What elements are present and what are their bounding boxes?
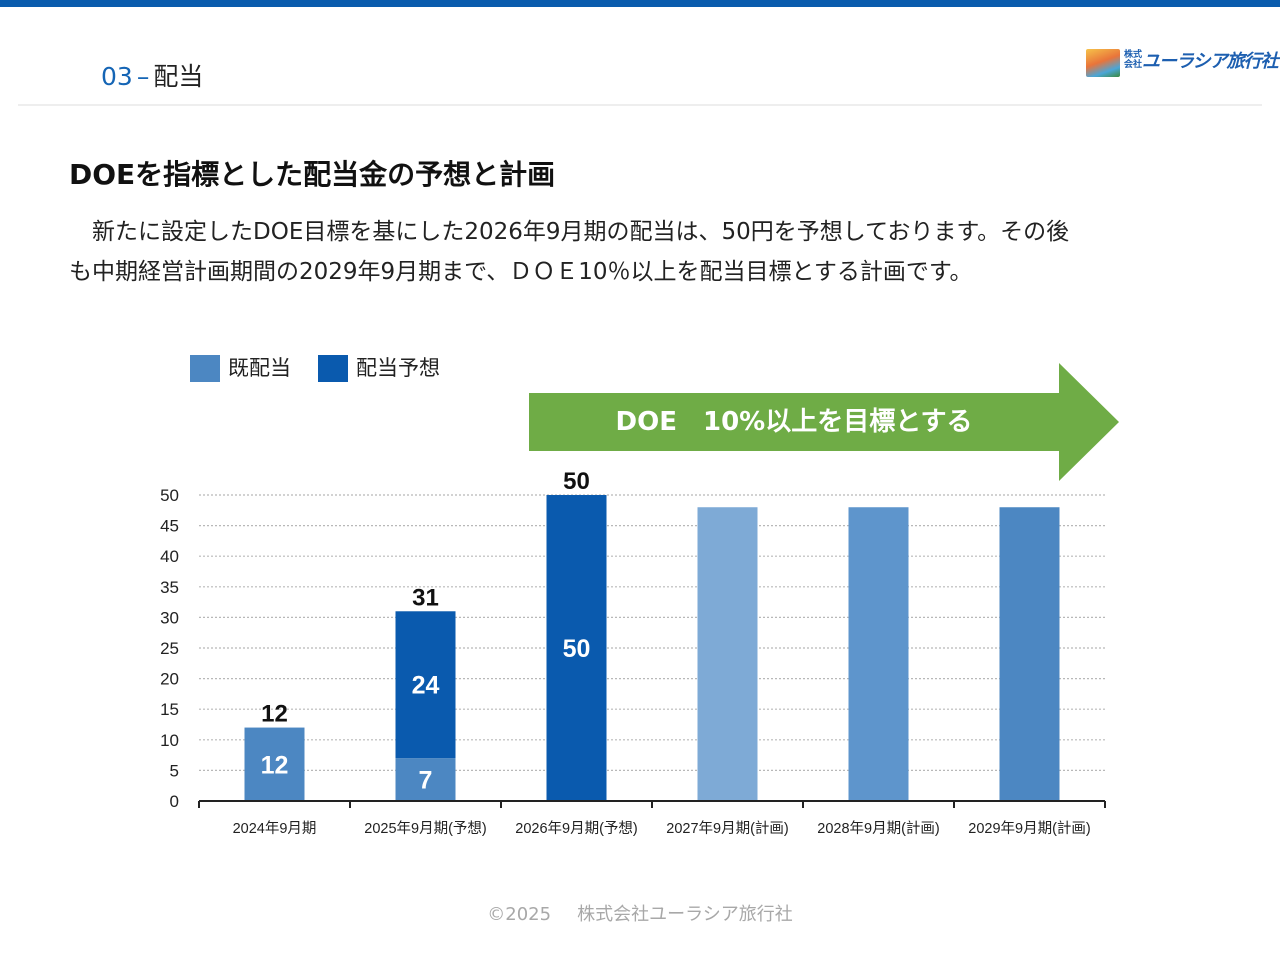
footer-company: 株式会社ユーラシア旅行社 xyxy=(577,904,793,925)
x-category-label: 2027年9月期(計画) xyxy=(666,820,788,837)
y-tick-label: 10 xyxy=(160,731,179,750)
y-tick-label: 45 xyxy=(160,517,179,536)
x-category-label: 2024年9月期 xyxy=(233,820,317,837)
logo-prefix-bottom: 会社 xyxy=(1124,60,1143,70)
description-line-1: 新たに設定したDOE目標を基にした2026年9月期の配当は、50円を予想しており… xyxy=(69,219,1070,245)
y-tick-label: 30 xyxy=(160,608,179,627)
legend-label-forecast: 配当予想 xyxy=(356,356,440,380)
description-paragraph: 新たに設定したDOE目標を基にした2026年9月期の配当は、50円を予想しており… xyxy=(69,212,1209,292)
doe-target-arrow: DOE 10%以上を目標とする xyxy=(529,363,1119,481)
bar-segment xyxy=(999,507,1060,801)
page-heading: DOEを指標とした配当金の予想と計画 xyxy=(69,158,556,191)
logo-company-name: ユーラシア旅行社 xyxy=(1142,51,1279,72)
bar-segment xyxy=(546,495,607,801)
bar-total-label: 12 xyxy=(261,701,288,728)
bar-segment xyxy=(244,727,305,801)
bar-data-label: 50 xyxy=(563,635,591,663)
description-line-2: も中期経営計画期間の2029年9月期まで、ＤＯＥ10％以上を配当目標とする計画で… xyxy=(69,259,973,285)
x-category-label: 2026年9月期(予想) xyxy=(515,820,637,837)
bar-segment xyxy=(697,507,758,801)
arrow-shape xyxy=(529,363,1119,481)
y-tick-label: 5 xyxy=(170,761,179,780)
section-title: 03– 配当 xyxy=(101,60,203,94)
legend-swatch-forecast xyxy=(318,355,348,382)
bar-segment xyxy=(848,507,909,801)
logo-prefix-top: 株式 xyxy=(1124,50,1143,60)
section-separator: – xyxy=(136,62,150,91)
section-name: 配当 xyxy=(153,62,204,91)
bar-segment xyxy=(395,758,456,801)
x-category-label: 2025年9月期(予想) xyxy=(364,820,486,837)
arrow-label: DOE 10%以上を目標とする xyxy=(615,407,973,437)
bar-total-label: 31 xyxy=(412,584,439,611)
x-category-label: 2028年9月期(計画) xyxy=(817,820,939,837)
top-accent-bar xyxy=(0,0,1280,7)
bar-segment xyxy=(395,611,456,759)
travel-photo-logo-icon xyxy=(1086,49,1120,77)
company-logo: 株式 会社 ユーラシア旅行社 xyxy=(1086,47,1279,79)
y-tick-label: 15 xyxy=(160,700,179,719)
legend-swatch-paid xyxy=(190,355,220,382)
y-tick-label: 0 xyxy=(170,792,179,811)
legend-label-paid: 既配当 xyxy=(228,356,291,380)
logo-kabushiki-label: 株式 会社 xyxy=(1124,50,1142,70)
y-tick-label: 25 xyxy=(160,639,179,658)
bar-data-label: 24 xyxy=(412,672,440,700)
footer-copyright: ©2025 xyxy=(487,904,552,925)
y-tick-label: 35 xyxy=(160,578,179,597)
y-tick-label: 40 xyxy=(160,547,179,566)
header-divider xyxy=(18,104,1262,106)
bar-data-label: 12 xyxy=(261,751,289,779)
y-tick-label: 50 xyxy=(160,486,179,505)
y-tick-label: 20 xyxy=(160,670,179,689)
section-number: 03 xyxy=(101,62,133,91)
footer: ©2025 株式会社ユーラシア旅行社 xyxy=(0,902,1280,928)
x-category-label: 2029年9月期(計画) xyxy=(968,820,1090,837)
bar-data-label: 7 xyxy=(419,767,433,795)
bar-total-label: 50 xyxy=(563,468,590,495)
